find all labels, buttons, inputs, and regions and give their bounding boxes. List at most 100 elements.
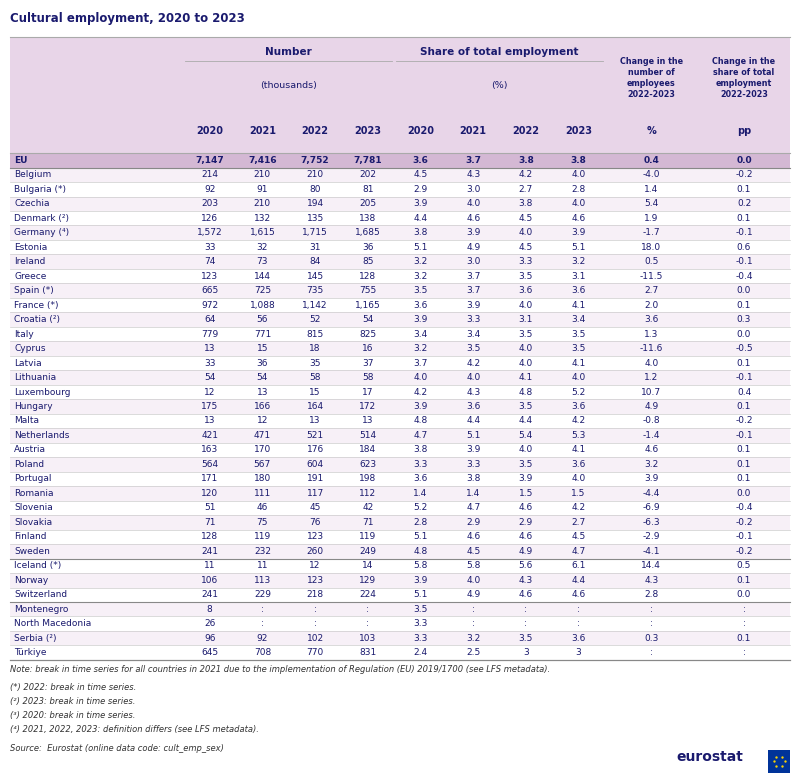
Text: 13: 13 bbox=[362, 416, 374, 426]
Text: 3.2: 3.2 bbox=[414, 272, 428, 280]
Text: 14: 14 bbox=[362, 562, 374, 570]
Text: 3.1: 3.1 bbox=[571, 272, 586, 280]
Text: 103: 103 bbox=[359, 633, 377, 643]
Bar bbox=[10, 356, 790, 370]
Text: 81: 81 bbox=[362, 185, 374, 194]
Text: 37: 37 bbox=[362, 358, 374, 368]
Text: 58: 58 bbox=[362, 373, 374, 382]
Text: 36: 36 bbox=[362, 243, 374, 251]
Text: 3.8: 3.8 bbox=[570, 156, 586, 165]
Bar bbox=[10, 587, 790, 602]
Text: 54: 54 bbox=[204, 373, 215, 382]
Text: :: : bbox=[525, 604, 527, 614]
Text: 3.1: 3.1 bbox=[518, 315, 533, 324]
Bar bbox=[10, 385, 790, 399]
Text: 735: 735 bbox=[306, 286, 324, 295]
Text: :: : bbox=[314, 604, 317, 614]
Text: EU: EU bbox=[14, 156, 28, 165]
Text: Belgium: Belgium bbox=[14, 170, 52, 180]
Text: 3.9: 3.9 bbox=[414, 576, 428, 585]
Text: 708: 708 bbox=[254, 648, 271, 657]
Text: 5.4: 5.4 bbox=[644, 199, 658, 209]
Text: 184: 184 bbox=[359, 445, 376, 455]
Text: 71: 71 bbox=[362, 518, 374, 527]
Text: 4.2: 4.2 bbox=[571, 416, 586, 426]
Text: (³) 2020: break in time series.: (³) 2020: break in time series. bbox=[10, 711, 135, 720]
Text: 0.1: 0.1 bbox=[737, 445, 751, 455]
Text: 7,781: 7,781 bbox=[354, 156, 382, 165]
Text: 80: 80 bbox=[310, 185, 321, 194]
Text: 0.1: 0.1 bbox=[737, 301, 751, 309]
Text: -1.7: -1.7 bbox=[642, 228, 660, 237]
Text: 218: 218 bbox=[306, 590, 324, 599]
Text: 4.2: 4.2 bbox=[466, 358, 480, 368]
Text: 3.9: 3.9 bbox=[414, 199, 428, 209]
Text: 779: 779 bbox=[201, 330, 218, 339]
Text: 4.0: 4.0 bbox=[571, 170, 586, 180]
Text: Ireland: Ireland bbox=[14, 257, 46, 266]
Bar bbox=[10, 182, 790, 197]
Text: 0.1: 0.1 bbox=[737, 402, 751, 411]
Text: 0.0: 0.0 bbox=[736, 156, 752, 165]
Text: 11: 11 bbox=[204, 562, 215, 570]
Text: 120: 120 bbox=[201, 489, 218, 498]
Text: :: : bbox=[525, 619, 527, 628]
Text: 0.1: 0.1 bbox=[737, 633, 751, 643]
Text: 3.6: 3.6 bbox=[414, 474, 428, 483]
Text: 123: 123 bbox=[201, 272, 218, 280]
Text: 74: 74 bbox=[204, 257, 215, 266]
Text: 4.0: 4.0 bbox=[518, 228, 533, 237]
Text: 3.6: 3.6 bbox=[571, 402, 586, 411]
Text: 4.0: 4.0 bbox=[414, 373, 428, 382]
Text: -2.9: -2.9 bbox=[642, 533, 660, 541]
Text: 164: 164 bbox=[306, 402, 324, 411]
Text: 4.1: 4.1 bbox=[571, 445, 586, 455]
Text: :: : bbox=[650, 619, 653, 628]
Text: 175: 175 bbox=[201, 402, 218, 411]
Text: 0.3: 0.3 bbox=[737, 315, 751, 324]
Text: 3.5: 3.5 bbox=[518, 402, 533, 411]
Text: 564: 564 bbox=[201, 460, 218, 469]
Text: 7,416: 7,416 bbox=[248, 156, 277, 165]
Text: 3.7: 3.7 bbox=[466, 286, 480, 295]
Text: 2.7: 2.7 bbox=[518, 185, 533, 194]
Text: 0.1: 0.1 bbox=[737, 185, 751, 194]
Text: 84: 84 bbox=[310, 257, 321, 266]
Text: 51: 51 bbox=[204, 504, 215, 512]
Text: 2.7: 2.7 bbox=[571, 518, 586, 527]
Text: 825: 825 bbox=[359, 330, 376, 339]
Text: 2.8: 2.8 bbox=[571, 185, 586, 194]
Text: 3.5: 3.5 bbox=[518, 633, 533, 643]
Text: 4.2: 4.2 bbox=[414, 387, 427, 397]
Text: Luxembourg: Luxembourg bbox=[14, 387, 71, 397]
Text: 4.0: 4.0 bbox=[466, 576, 480, 585]
Text: :: : bbox=[577, 619, 580, 628]
Text: :: : bbox=[472, 604, 474, 614]
Text: 12: 12 bbox=[310, 562, 321, 570]
Text: 13: 13 bbox=[204, 344, 215, 353]
Text: 119: 119 bbox=[359, 533, 377, 541]
Text: 5.1: 5.1 bbox=[414, 533, 428, 541]
Text: 0.2: 0.2 bbox=[737, 199, 751, 209]
Text: 3.5: 3.5 bbox=[571, 344, 586, 353]
Text: 52: 52 bbox=[310, 315, 321, 324]
Text: 1.4: 1.4 bbox=[466, 489, 480, 498]
Text: 12: 12 bbox=[204, 387, 215, 397]
Bar bbox=[10, 255, 790, 269]
Text: 567: 567 bbox=[254, 460, 271, 469]
Text: 46: 46 bbox=[257, 504, 268, 512]
Text: 2023: 2023 bbox=[354, 127, 382, 136]
Text: 4.5: 4.5 bbox=[518, 214, 533, 223]
Text: 5.8: 5.8 bbox=[466, 562, 480, 570]
Text: 14.4: 14.4 bbox=[642, 562, 662, 570]
Bar bbox=[10, 616, 790, 631]
Text: :: : bbox=[261, 619, 264, 628]
Text: 5.1: 5.1 bbox=[414, 590, 428, 599]
Text: 13: 13 bbox=[257, 387, 268, 397]
Text: 3.9: 3.9 bbox=[414, 315, 428, 324]
Text: 4.5: 4.5 bbox=[571, 533, 586, 541]
Bar bbox=[10, 645, 790, 660]
Text: 191: 191 bbox=[306, 474, 324, 483]
Text: 4.6: 4.6 bbox=[518, 533, 533, 541]
Text: 3: 3 bbox=[523, 648, 529, 657]
